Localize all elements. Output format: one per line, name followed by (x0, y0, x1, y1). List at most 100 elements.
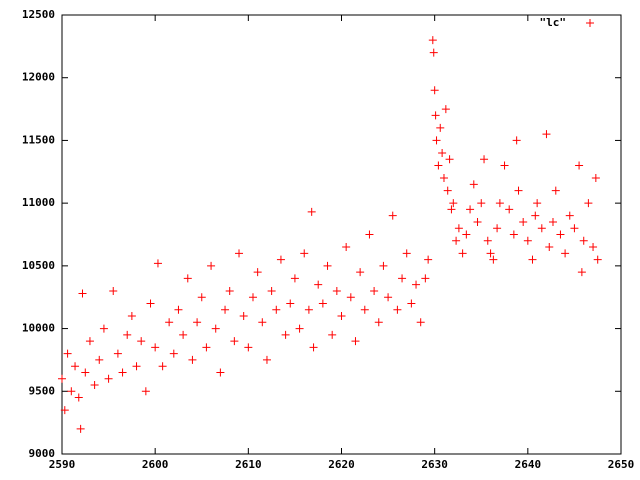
point (141, 387, 150, 396)
point (365, 230, 374, 239)
point (193, 318, 202, 327)
point (230, 337, 239, 346)
point (307, 207, 316, 216)
point (407, 299, 416, 308)
point (512, 136, 521, 145)
point (253, 268, 262, 277)
point (158, 362, 167, 371)
point (188, 355, 197, 364)
point (137, 337, 146, 346)
point (328, 330, 337, 339)
point (443, 186, 452, 195)
point (67, 387, 76, 396)
point (591, 174, 600, 183)
point (179, 330, 188, 339)
point (118, 368, 127, 377)
point (146, 299, 155, 308)
point (318, 299, 327, 308)
point (509, 230, 518, 239)
point (537, 224, 546, 233)
point (430, 86, 439, 95)
point (431, 111, 440, 120)
point (360, 305, 369, 314)
point (466, 205, 475, 214)
point (90, 381, 99, 390)
x-tick-label: 2610 (235, 458, 262, 471)
point (281, 330, 290, 339)
point (202, 343, 211, 352)
point (276, 255, 285, 264)
point (104, 374, 113, 383)
point (132, 362, 141, 371)
point (58, 374, 66, 383)
point (85, 337, 94, 346)
x-tick-label: 2620 (328, 458, 355, 471)
point (500, 161, 509, 170)
point (561, 249, 570, 258)
point (445, 155, 454, 164)
point (579, 236, 588, 245)
point (262, 355, 271, 364)
point (495, 199, 504, 208)
point (489, 255, 498, 264)
point (436, 123, 445, 132)
point (393, 305, 402, 314)
point (452, 236, 461, 245)
point (421, 274, 430, 283)
point (593, 255, 602, 264)
point (342, 243, 351, 252)
point (374, 318, 383, 327)
point (570, 224, 579, 233)
point (551, 186, 560, 195)
point (577, 268, 586, 277)
point (584, 199, 593, 208)
point (286, 299, 295, 308)
point (99, 324, 108, 333)
point (575, 161, 584, 170)
point (151, 343, 160, 352)
point (439, 174, 448, 183)
point (469, 180, 478, 189)
point (225, 286, 234, 295)
point (244, 343, 253, 352)
point (169, 349, 178, 358)
point (462, 230, 471, 239)
y-tick-label: 11500 (22, 133, 55, 146)
point (221, 305, 230, 314)
point (153, 259, 162, 268)
point (438, 148, 447, 157)
point (514, 186, 523, 195)
point (545, 243, 554, 252)
y-tick-label: 11000 (22, 196, 55, 209)
point (63, 349, 72, 358)
point (323, 261, 332, 270)
point (71, 362, 80, 371)
point (295, 324, 304, 333)
point (95, 355, 104, 364)
point (486, 249, 495, 258)
x-tick-label: 2600 (142, 458, 169, 471)
point (556, 230, 565, 239)
point (258, 318, 267, 327)
point (165, 318, 174, 327)
y-tick-label: 9500 (29, 384, 56, 397)
point (447, 205, 456, 214)
point (429, 48, 438, 57)
point (533, 199, 542, 208)
point (304, 305, 313, 314)
point (428, 36, 437, 45)
point (127, 312, 136, 321)
point (370, 286, 379, 295)
point (412, 280, 421, 289)
point (589, 243, 598, 252)
point (113, 349, 122, 358)
y-tick-label: 10000 (22, 322, 55, 335)
point (60, 406, 69, 415)
point (314, 280, 323, 289)
y-tick-label: 9000 (29, 447, 56, 460)
point (267, 286, 276, 295)
point (216, 368, 225, 377)
legend-marker (586, 19, 594, 27)
point (519, 217, 528, 226)
